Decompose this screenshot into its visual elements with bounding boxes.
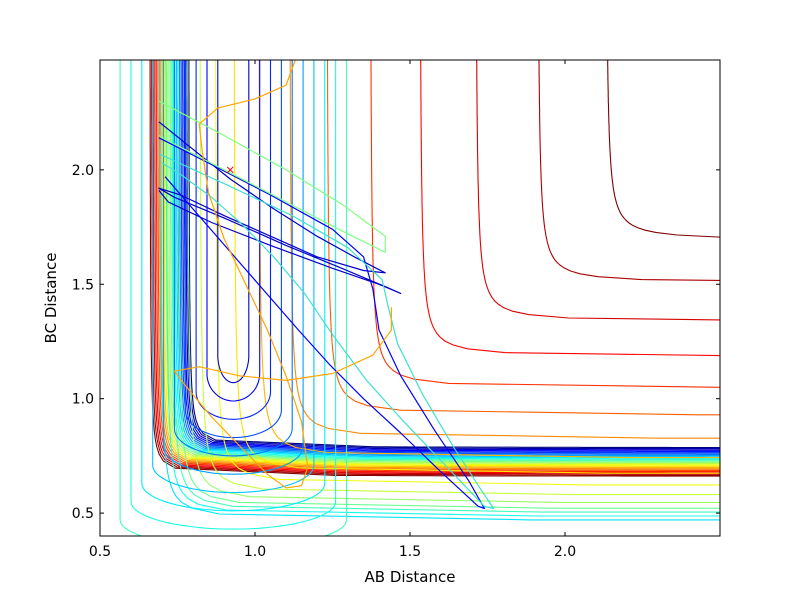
y-tick-label: 1.0 [72, 392, 94, 408]
x-tick-label: 0.5 [89, 544, 111, 560]
y-axis-label: BC Distance [42, 253, 60, 344]
y-tick-label: 2.0 [72, 163, 94, 179]
x-axis-label: AB Distance [365, 568, 456, 586]
y-tick-label: 0.5 [72, 506, 94, 522]
x-tick-label: 2.0 [554, 544, 576, 560]
x-tick-label: 1.0 [244, 544, 266, 560]
x-tick-label: 1.5 [399, 544, 421, 560]
y-tick-label: 1.5 [72, 277, 94, 293]
